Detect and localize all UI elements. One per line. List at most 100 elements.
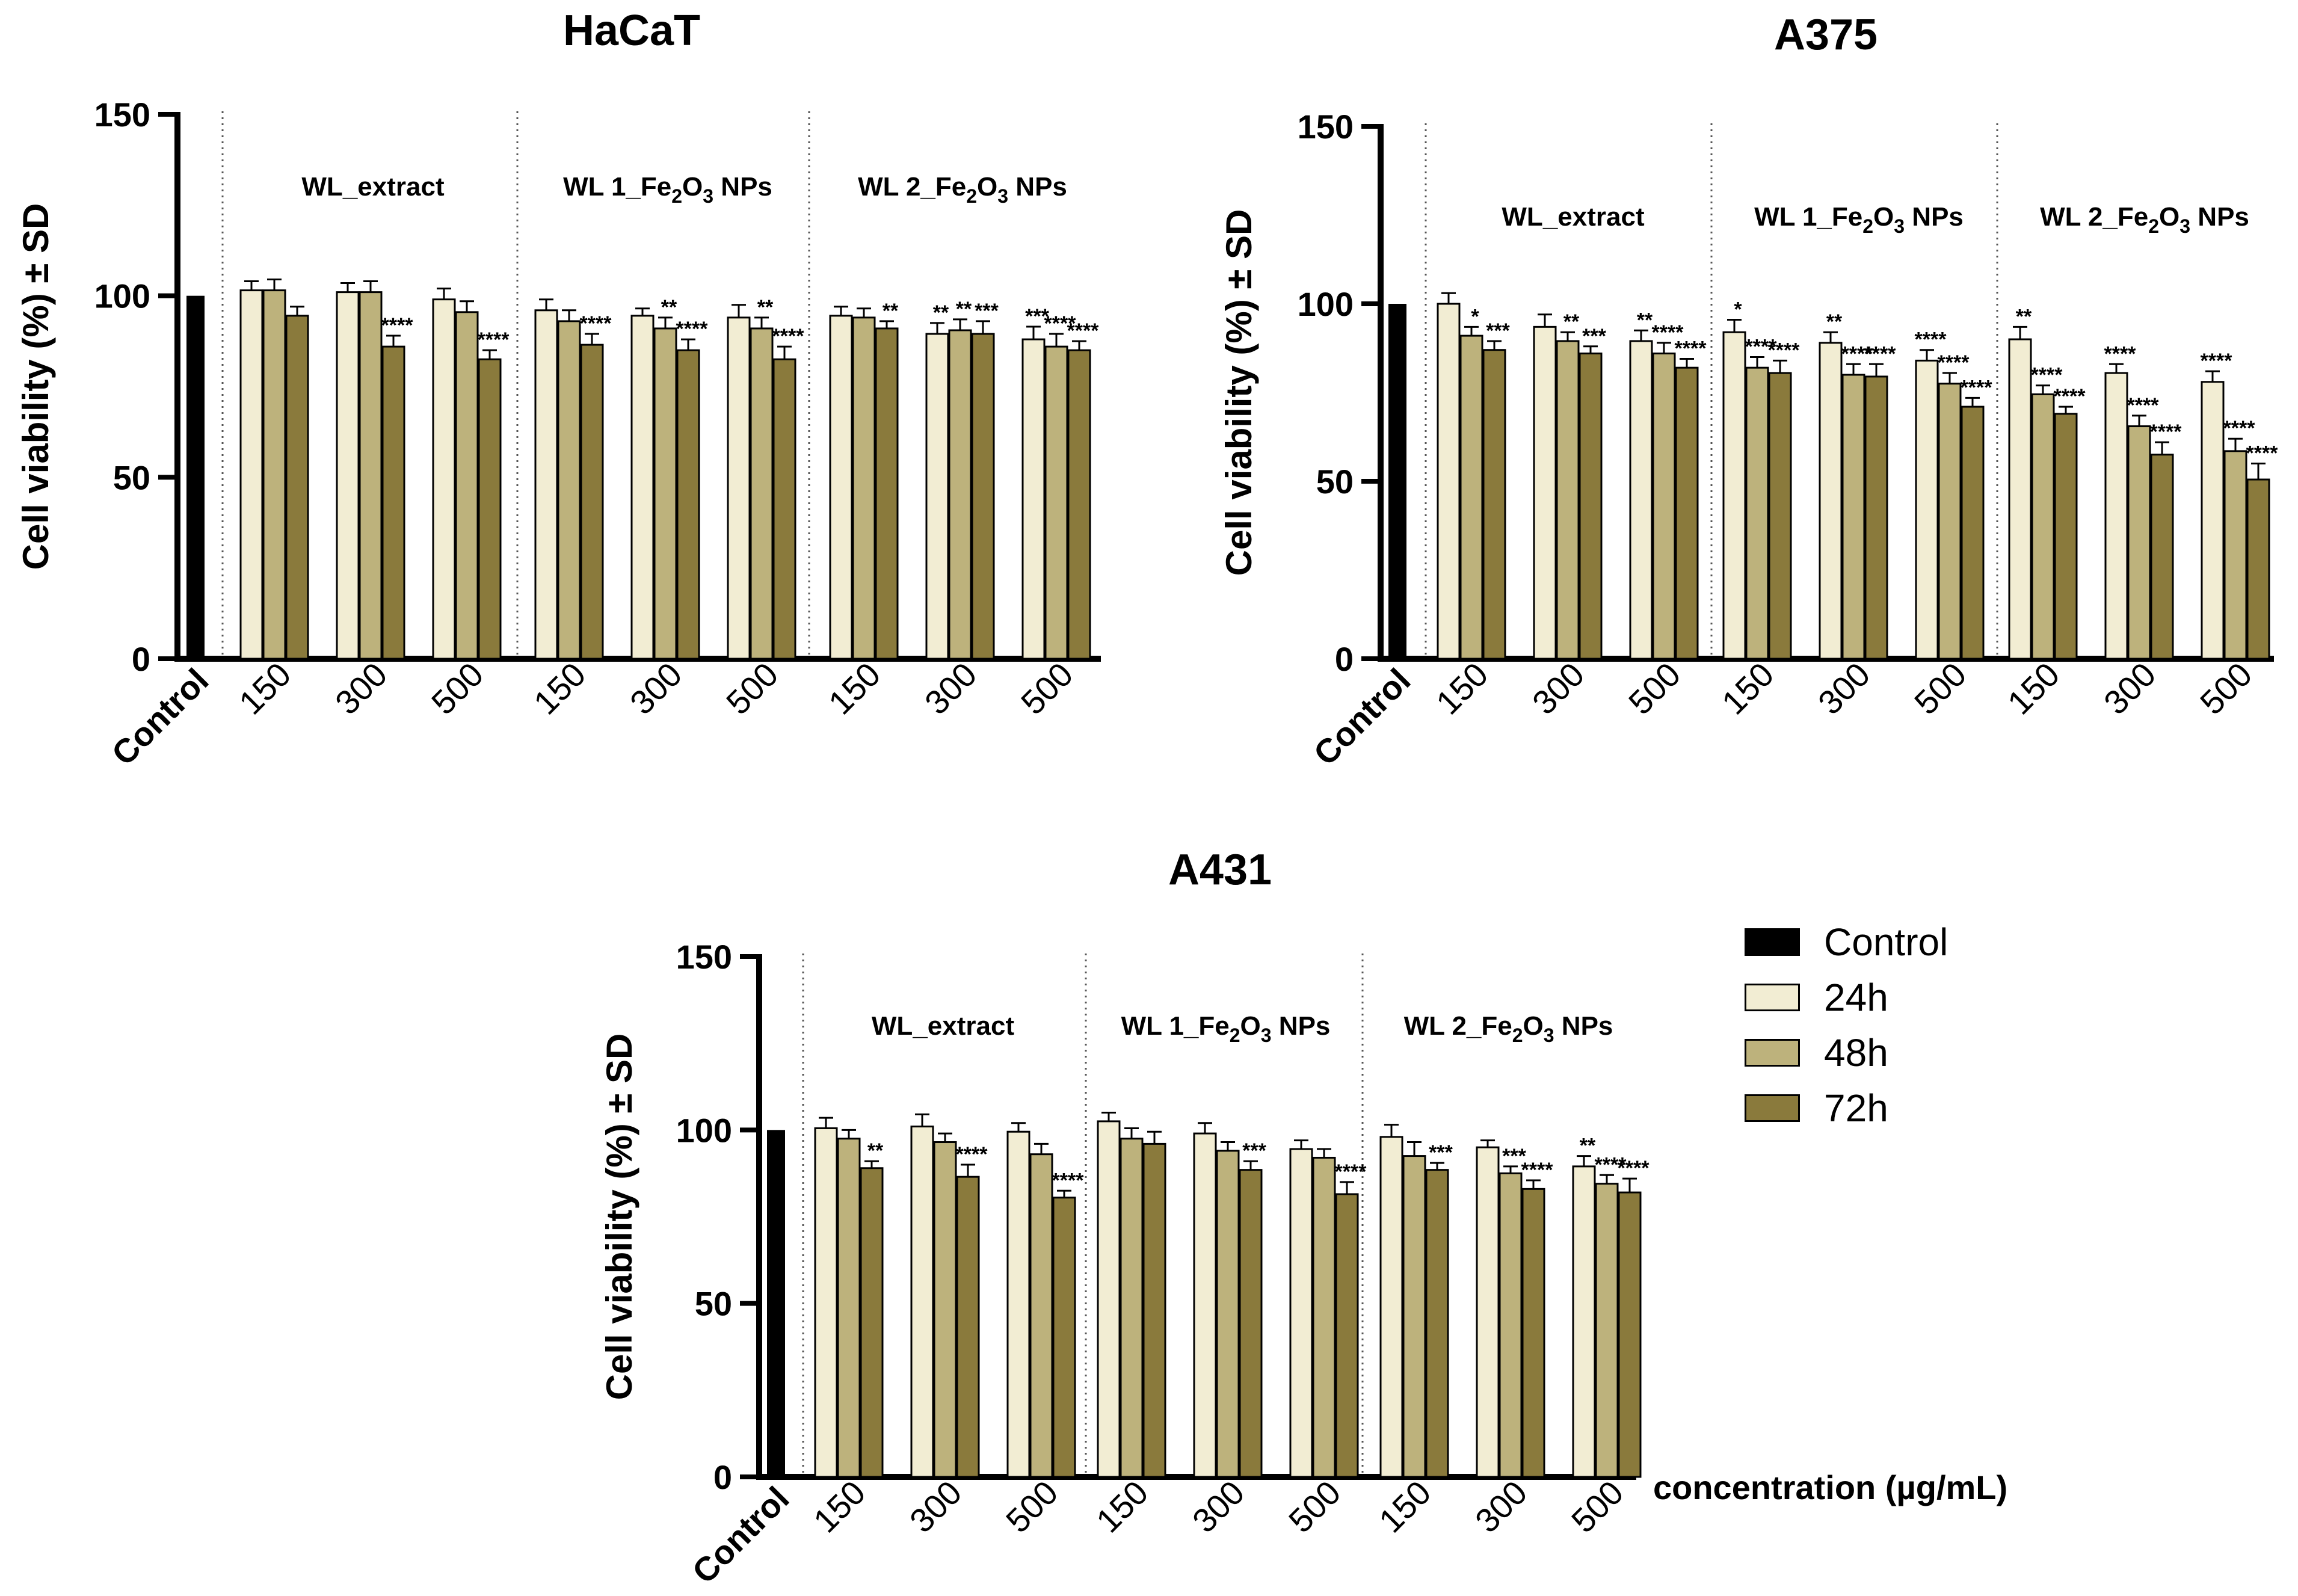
sig-g0-c500-48h: **** [1652, 321, 1684, 344]
sig-g0-c300-48h: ** [1563, 310, 1580, 333]
bar-g0-c150-72h [1482, 349, 1506, 660]
bar-g0-c150-24h [814, 1127, 838, 1478]
bar-g0-c150-72h [860, 1167, 884, 1478]
x-tick-label-g1-150: 150 [526, 655, 593, 722]
legend-swatch-control [1745, 928, 1800, 956]
bar-g2-c500-24h [2201, 381, 2225, 660]
bar-g2-c150-24h [829, 315, 853, 660]
bar-g2-c150-48h [2031, 393, 2055, 660]
legend-swatch-48h [1745, 1039, 1800, 1067]
x-tick-label-g0-150: 150 [1429, 655, 1496, 722]
x-tick-label-g2-150: 150 [821, 655, 888, 722]
sig-g1-c500-48h: ** [757, 296, 774, 319]
y-tick-label-150: 150 [94, 96, 150, 134]
y-tick-label-0: 0 [1335, 640, 1354, 678]
x-tick-label-g2-300: 300 [1468, 1473, 1535, 1540]
x-tick-label-g2-300: 300 [2096, 655, 2163, 722]
x-tick-label-g1-300: 300 [1811, 655, 1878, 722]
bar-g0-c300-48h [359, 291, 383, 660]
sig-g1-c300-48h: ** [661, 296, 677, 319]
x-tick-label-g2-150: 150 [2000, 655, 2067, 722]
sig-g2-c300-72h: *** [975, 300, 999, 322]
bar-g2-c300-72h [971, 333, 995, 660]
bar-g1-c300-48h [653, 327, 677, 660]
legend-item-48h: 48h [1745, 1025, 2081, 1080]
bar-g2-c150-24h [2008, 338, 2032, 660]
x-tick-label-control: Control [1306, 661, 1417, 772]
sig-g0-c150-48h: * [1471, 305, 1479, 328]
bar-g0-c150-48h [262, 289, 286, 660]
bar-g0-c500-48h [1652, 353, 1676, 660]
sig-g2-c300-48h: ** [956, 298, 972, 321]
x-tick-label-g0-500: 500 [424, 655, 491, 722]
x-tick-label-control: Control [685, 1479, 796, 1591]
x-tick-label-g0-500: 500 [1621, 655, 1688, 722]
sig-g2-c500-24h: **** [2201, 350, 2233, 372]
chart-title: HaCaT [563, 7, 700, 55]
bar-g0-c300-72h [956, 1175, 980, 1478]
bar-g2-c500-48h [1044, 345, 1068, 660]
y-tick-label-0: 0 [132, 640, 150, 678]
bar-control [186, 295, 205, 659]
x-tick-label-g0-150: 150 [806, 1473, 873, 1540]
x-tick-label-control: Control [104, 661, 215, 772]
bar-g2-c150-48h [852, 316, 876, 660]
legend-item-control: Control [1745, 914, 2081, 970]
bar-g1-c150-72h [1768, 372, 1792, 660]
bar-g0-c500-24h [432, 298, 456, 660]
bar-g2-c500-48h [1595, 1183, 1619, 1478]
bar-g1-c300-72h [676, 349, 700, 660]
bar-g0-c300-48h [1556, 340, 1580, 660]
x-tick-label-g0-150: 150 [232, 655, 298, 722]
y-tick-label-150: 150 [1298, 108, 1354, 146]
sig-g1-c500-24h: **** [1915, 328, 1947, 351]
chart-panel-hacat: HaCaT Cell viability (%) ± SD 0 50 100 150 Con… [16, 7, 1101, 772]
y-tick-label-50: 50 [1316, 463, 1354, 501]
sig-g2-c300-72h: **** [2150, 421, 2182, 443]
bar-g1-c500-24h [1289, 1148, 1313, 1478]
sig-g0-c500-24h: ** [1637, 309, 1653, 331]
group-label-1: WL 1_Fe2O3 NPs [563, 172, 772, 207]
sig-g0-c300-72h: **** [381, 314, 414, 337]
bar-g2-c150-48h [1402, 1155, 1426, 1478]
group-label-0: WL_extract [1502, 202, 1645, 232]
x-tick-label-g2-300: 300 [917, 655, 984, 722]
sig-g2-c500-48h: **** [1044, 312, 1077, 335]
sig-g1-c300-24h: ** [1826, 310, 1843, 333]
bar-g1-c500-48h [1938, 383, 1962, 660]
bar-g1-c150-24h [1097, 1120, 1121, 1478]
bar-g2-c500-48h [2223, 450, 2247, 660]
sig-g2-c150-24h: ** [2016, 305, 2032, 328]
group-label-0: WL_extract [301, 172, 445, 202]
bar-g2-c500-72h [1067, 349, 1091, 660]
sig-g1-c500-72h: **** [772, 325, 805, 348]
bar-g2-c300-72h [2150, 454, 2174, 660]
x-tick-label-g1-150: 150 [1089, 1473, 1156, 1540]
bar-g1-c300-24h [1819, 342, 1843, 660]
y-tick-label-0: 0 [713, 1458, 732, 1496]
chart-title: A375 [1774, 11, 1878, 59]
sig-g2-c500-72h: **** [1618, 1157, 1650, 1180]
bar-g0-c150-24h [1437, 303, 1461, 660]
bar-g1-c500-72h [772, 358, 796, 660]
y-tick-label-100: 100 [676, 1111, 732, 1149]
bar-g0-c300-24h [1533, 325, 1557, 660]
bar-g2-c300-24h [1476, 1146, 1500, 1478]
sig-g2-c500-24h: *** [1025, 305, 1049, 328]
sig-g2-c300-48h: **** [2127, 394, 2160, 417]
group-label-2: WL 2_Fe2O3 NPs [1404, 1011, 1613, 1046]
bar-g1-c300-72h [1239, 1169, 1263, 1478]
sig-g1-c500-72h: **** [1961, 376, 1993, 399]
legend-item-24h: 24h [1745, 970, 2081, 1025]
x-axis-title: concentration (µg/mL) [1653, 1468, 2008, 1506]
bar-g2-c500-72h [2246, 478, 2270, 660]
bar-g1-c500-48h [750, 327, 774, 660]
sig-g2-c300-24h: ** [933, 301, 949, 324]
sig-g2-c500-24h: ** [1580, 1135, 1596, 1157]
x-tick-label-g1-500: 500 [1907, 655, 1974, 722]
x-tick-label-g0-300: 300 [328, 655, 395, 722]
bar-g0-c500-48h [1029, 1153, 1053, 1478]
y-tick-label-50: 50 [695, 1285, 732, 1323]
